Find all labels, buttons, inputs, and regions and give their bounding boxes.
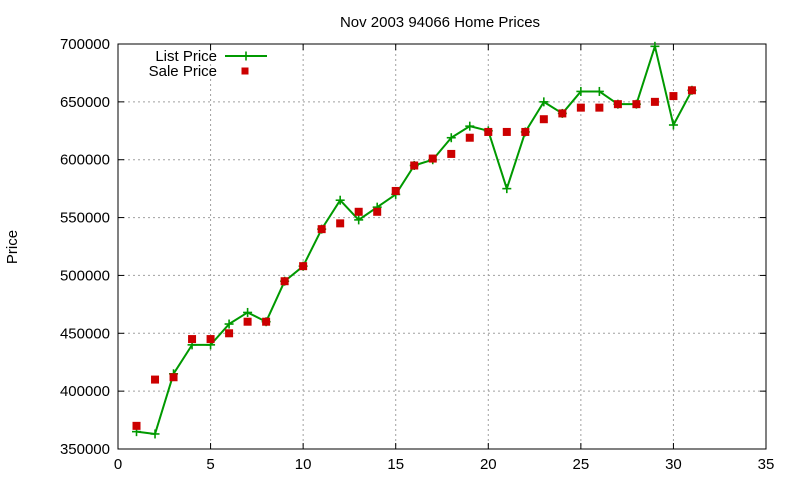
x-tick-label: 5 bbox=[206, 456, 214, 473]
y-axis-label: Price bbox=[4, 230, 21, 264]
data-point-plus bbox=[668, 120, 678, 130]
data-point-plus bbox=[465, 121, 475, 131]
data-point-plus bbox=[576, 86, 586, 96]
y-tick-label: 600000 bbox=[60, 152, 110, 169]
data-point-square bbox=[225, 329, 234, 338]
legend-label-list-price: List Price bbox=[155, 48, 217, 65]
x-tick-label: 25 bbox=[573, 456, 590, 473]
data-point-plus bbox=[502, 184, 512, 194]
data-point-square bbox=[428, 154, 437, 163]
data-point-square bbox=[262, 317, 271, 326]
data-point-square bbox=[447, 149, 456, 158]
data-point-plus bbox=[150, 429, 160, 439]
data-point-plus bbox=[224, 319, 234, 329]
data-point-square bbox=[391, 186, 400, 195]
y-tick-label: 550000 bbox=[60, 210, 110, 227]
y-tick-label: 700000 bbox=[60, 36, 110, 53]
data-point-square bbox=[558, 109, 567, 118]
data-point-square bbox=[299, 262, 308, 271]
data-point-plus bbox=[650, 41, 660, 51]
y-tick-label: 350000 bbox=[60, 441, 110, 458]
data-point-square bbox=[613, 100, 622, 109]
data-point-plus bbox=[354, 215, 364, 225]
data-point-square bbox=[484, 127, 493, 136]
data-point-square bbox=[317, 225, 326, 234]
data-point-square bbox=[132, 421, 141, 430]
x-tick-label: 10 bbox=[295, 456, 312, 473]
data-point-plus bbox=[446, 133, 456, 143]
data-point-plus bbox=[539, 97, 549, 107]
data-point-square bbox=[354, 207, 363, 216]
data-point-square bbox=[410, 161, 419, 170]
legend-marker-sale-price bbox=[241, 67, 249, 75]
data-point-square bbox=[336, 219, 345, 228]
data-point-square bbox=[539, 115, 548, 124]
data-point-plus bbox=[243, 307, 253, 317]
data-point-square bbox=[169, 373, 178, 382]
x-tick-label: 35 bbox=[758, 456, 775, 473]
data-point-square bbox=[650, 97, 659, 106]
legend-marker-list-price bbox=[241, 51, 251, 61]
x-tick-label: 20 bbox=[480, 456, 497, 473]
data-point-square bbox=[465, 133, 474, 142]
x-tick-label: 0 bbox=[114, 456, 122, 473]
legend: List Price Sale Price bbox=[149, 48, 267, 80]
data-point-square bbox=[373, 207, 382, 216]
y-tick-label: 450000 bbox=[60, 325, 110, 342]
data-point-square bbox=[502, 127, 511, 136]
data-point-square bbox=[595, 103, 604, 112]
legend-plus bbox=[241, 51, 251, 61]
data-point-square bbox=[632, 100, 641, 109]
data-point-square bbox=[243, 317, 252, 326]
data-point-square bbox=[687, 86, 696, 95]
x-tick-label: 15 bbox=[387, 456, 404, 473]
series-sale-price bbox=[132, 86, 696, 430]
data-point-square bbox=[206, 335, 215, 344]
axes: 0 5 10 15 20 25 30 35 350000 400000 450000 500000 55… bbox=[60, 36, 774, 473]
data-point-square bbox=[151, 375, 160, 384]
data-point-square bbox=[576, 103, 585, 112]
x-tick-label: 30 bbox=[665, 456, 682, 473]
y-tick-label: 400000 bbox=[60, 383, 110, 400]
data-point-plus bbox=[594, 86, 604, 96]
legend-label-sale-price: Sale Price bbox=[149, 63, 217, 80]
y-tick-label: 500000 bbox=[60, 267, 110, 284]
data-series bbox=[132, 41, 697, 439]
data-point-square bbox=[280, 277, 289, 286]
data-point-square bbox=[669, 92, 678, 101]
plot-frame bbox=[117, 43, 767, 450]
y-tick-label: 650000 bbox=[60, 94, 110, 111]
data-point-plus bbox=[335, 195, 345, 205]
data-point-square bbox=[188, 335, 197, 344]
chart-title: Nov 2003 94066 Home Prices bbox=[340, 14, 540, 31]
data-point-square bbox=[521, 127, 530, 136]
